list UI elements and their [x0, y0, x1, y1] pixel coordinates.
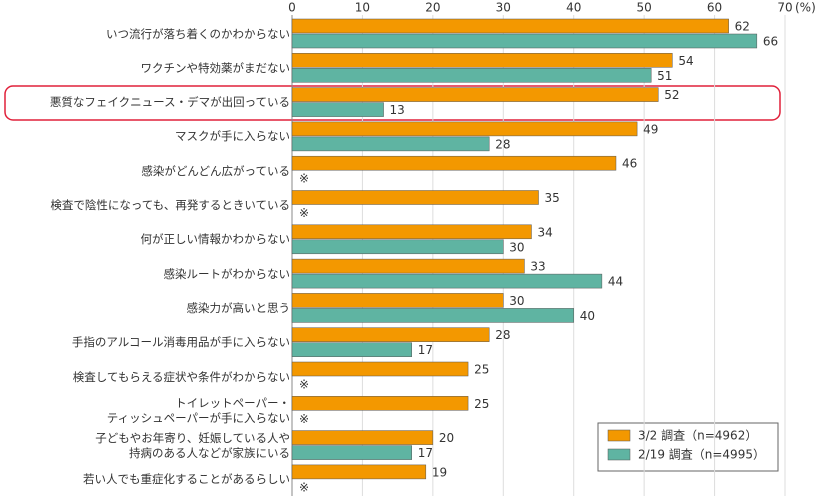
legend-label: 2/19 調査（n=4995） — [638, 448, 765, 462]
note-mark: ※ — [299, 172, 309, 186]
value-label: 49 — [643, 122, 658, 136]
category-label: トイレットペーパー・ ティッシュペーパーが手に入らない — [106, 396, 290, 426]
value-label: 25 — [474, 363, 489, 377]
x-tick-label: 70 — [777, 1, 792, 15]
legend-label: 3/2 調査（n=4962） — [638, 429, 757, 443]
note-mark: ※ — [299, 480, 309, 494]
x-tick-label: 0 — [288, 1, 296, 15]
legend-swatch — [607, 448, 631, 461]
value-label: 66 — [763, 35, 778, 49]
value-label: 20 — [439, 431, 454, 445]
value-label: 54 — [678, 54, 693, 68]
value-label: 19 — [432, 465, 447, 479]
bar — [291, 293, 504, 308]
bar — [291, 396, 469, 411]
value-label: 35 — [545, 191, 560, 205]
value-label: 28 — [495, 328, 510, 342]
note-mark: ※ — [299, 412, 309, 426]
category-label: 感染がどんどん広がっている — [141, 163, 290, 178]
bar — [291, 273, 603, 289]
bar — [291, 327, 490, 342]
category-label: 検査で陰性になっても、再発するときいている — [50, 198, 290, 212]
bar — [291, 155, 617, 171]
x-unit: (%) — [795, 1, 816, 15]
bar — [291, 102, 384, 117]
category-label: 検査してもらえる症状や条件がわからない — [72, 369, 290, 384]
x-tick-label: 40 — [566, 1, 581, 15]
bar — [291, 33, 758, 49]
legend-swatch — [607, 429, 631, 442]
category-label: 悪質なフェイクニュース・デマが出回っている — [49, 95, 290, 110]
bar — [291, 361, 469, 377]
category-label: 手指のアルコール消毒用品が手に入らない — [71, 335, 290, 350]
value-label: 34 — [537, 225, 552, 239]
bar — [291, 239, 504, 255]
note-mark: ※ — [299, 378, 309, 392]
bar — [291, 224, 532, 240]
x-tick-label: 30 — [496, 1, 511, 15]
bar — [291, 68, 652, 83]
bar — [291, 258, 525, 274]
value-label: 33 — [530, 260, 545, 274]
category-label: いつ流行が落ち着くのかわからない — [106, 26, 290, 41]
x-tick-label: 60 — [707, 1, 722, 15]
value-label: 17 — [418, 446, 433, 460]
note-mark: ※ — [299, 206, 309, 220]
bar — [291, 342, 412, 357]
value-label: 30 — [509, 240, 524, 254]
category-label: 若い人でも重症化することがあるらしい — [83, 472, 290, 487]
bar — [291, 308, 574, 323]
bar — [291, 445, 412, 460]
x-tick-label: 20 — [425, 1, 440, 15]
value-label: 62 — [735, 20, 750, 34]
bar — [291, 136, 490, 152]
category-label: 何が正しい情報かわからない — [140, 232, 291, 247]
value-label: 30 — [509, 294, 524, 308]
bar — [291, 53, 673, 68]
bar — [291, 121, 638, 137]
value-label: 17 — [418, 343, 433, 357]
category-label: ワクチンや特効薬がまだない — [140, 60, 291, 75]
category-label: 子どもやお年寄り、妊娠している人や 持病のある人などが家族にいる — [95, 430, 290, 460]
category-label: マスクが手に入らない — [175, 129, 290, 144]
value-label: 28 — [495, 137, 510, 151]
value-label: 46 — [622, 157, 637, 171]
x-tick-label: 10 — [355, 1, 370, 15]
bar — [291, 430, 434, 445]
value-label: 25 — [474, 397, 489, 411]
legend-box — [597, 422, 779, 472]
value-label: 51 — [657, 69, 672, 83]
value-label: 13 — [390, 103, 405, 117]
x-tick-label: 50 — [637, 1, 652, 15]
value-label: 52 — [664, 88, 679, 102]
value-label: 40 — [580, 309, 595, 323]
value-label: 44 — [608, 275, 623, 289]
bar — [291, 190, 539, 205]
bar — [291, 464, 427, 480]
bar — [291, 87, 659, 102]
bar — [291, 18, 729, 34]
highlight-box — [4, 85, 781, 121]
category-label: 感染力が高いと思う — [186, 300, 291, 315]
category-label: 感染ルートがわからない — [163, 266, 291, 281]
